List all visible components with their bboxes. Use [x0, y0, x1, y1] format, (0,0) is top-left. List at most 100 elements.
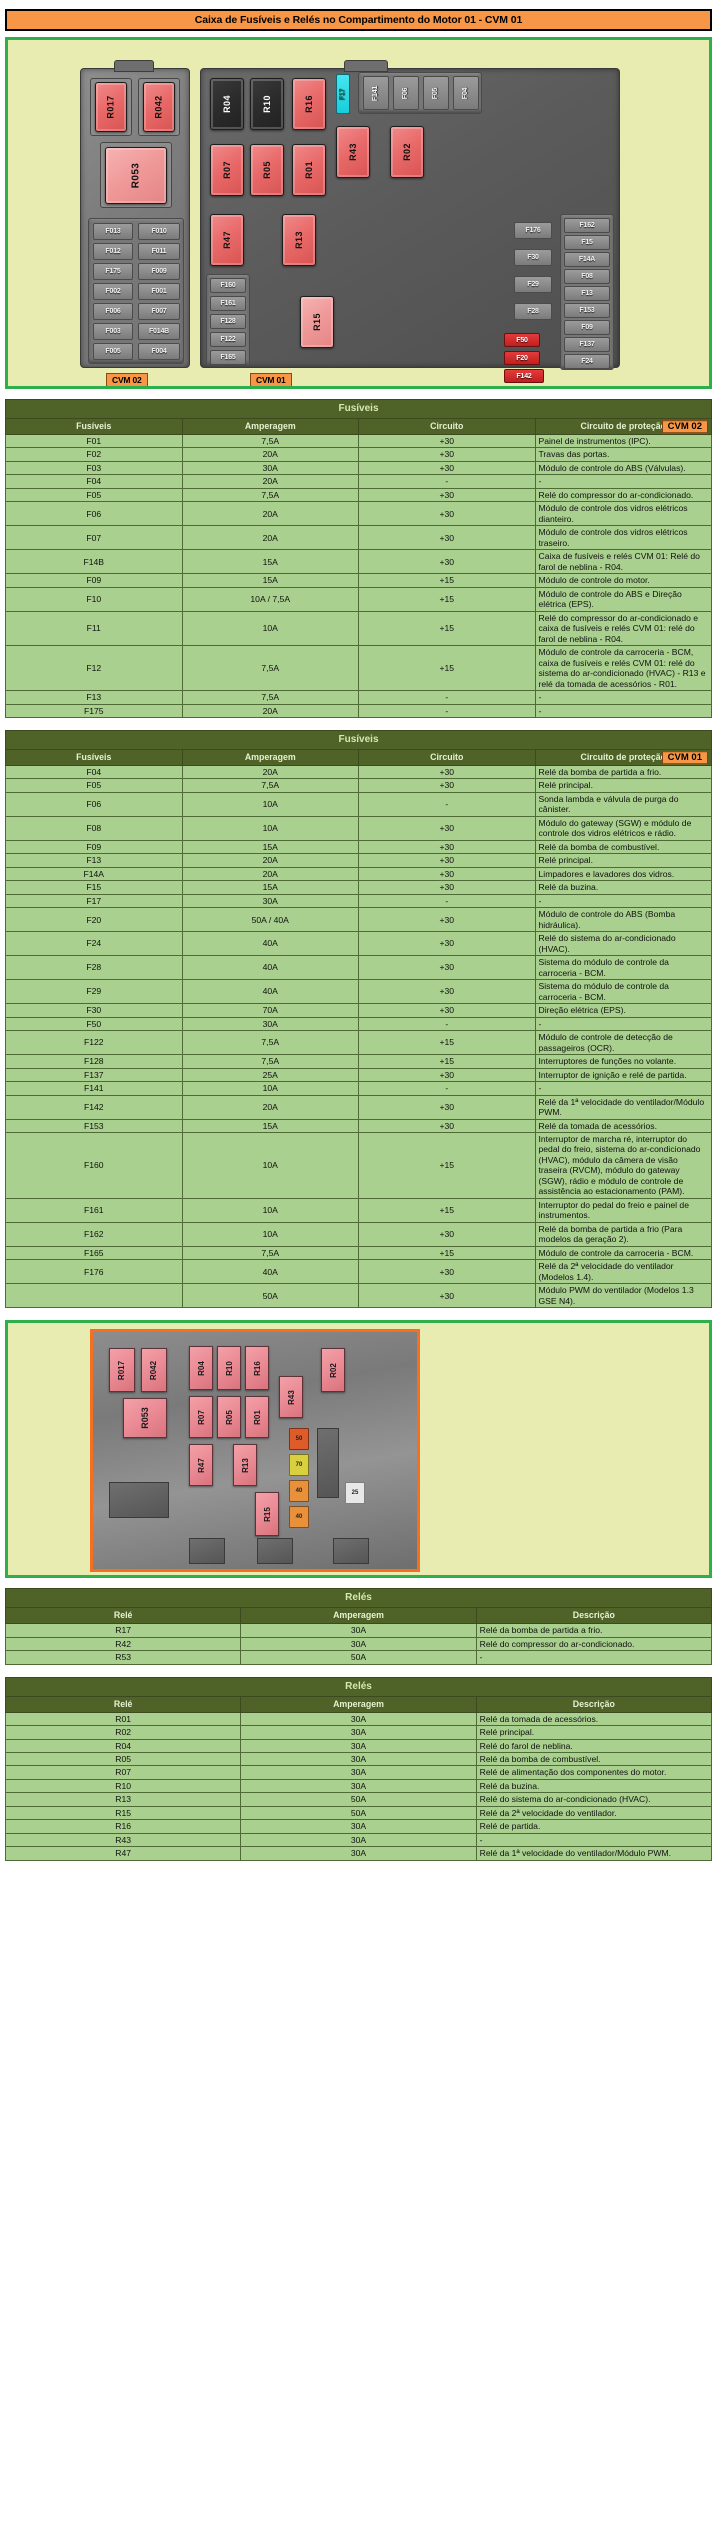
fuse-f20[interactable]: F20: [504, 351, 540, 365]
fuse-f005[interactable]: F005: [93, 343, 133, 360]
photo-relay-r02[interactable]: R02: [321, 1348, 345, 1393]
fuse-f001[interactable]: F001: [138, 283, 180, 300]
relay-r042[interactable]: R042: [143, 82, 175, 132]
fuse-f010[interactable]: F010: [138, 223, 180, 240]
circuit-cell: +30: [358, 979, 536, 1005]
fuse-f014b[interactable]: F014B: [138, 323, 180, 340]
photo-relay-r13[interactable]: R13: [233, 1444, 257, 1487]
fuse-f006[interactable]: F006: [93, 303, 133, 320]
fuse-f012[interactable]: F012: [93, 243, 133, 260]
fuse-f011[interactable]: F011: [138, 243, 180, 260]
description-cell: Sonda lambda e válvula de purga do cânis…: [534, 791, 712, 817]
photo-fuse-70[interactable]: 70: [289, 1454, 309, 1477]
fuse-f142[interactable]: F142: [504, 369, 544, 383]
fuse-f13-right[interactable]: F13: [564, 286, 610, 301]
fuse-f06-top[interactable]: F06: [393, 76, 419, 110]
relay-r02[interactable]: R02: [390, 126, 424, 178]
fuse-f128[interactable]: F128: [210, 314, 246, 329]
fuse-f08[interactable]: F08: [564, 269, 610, 284]
fuse-f003[interactable]: F003: [93, 323, 133, 340]
fuse-f15[interactable]: F15: [564, 235, 610, 250]
fuse-f013[interactable]: F013: [93, 223, 133, 240]
description-cell: Interruptores de funções no volante.: [534, 1054, 712, 1069]
amperage-cell: 20A: [181, 866, 359, 882]
fuse-f002[interactable]: F002: [93, 283, 133, 300]
table-row: F162 10A +30 Relé da bomba de partida a fri…: [5, 1221, 712, 1247]
fuse-f009[interactable]: F009: [138, 263, 180, 280]
fuse-f004[interactable]: F004: [138, 343, 180, 360]
fuse-f175[interactable]: F175: [93, 263, 133, 280]
fuse-f29[interactable]: F29: [514, 276, 552, 293]
table-row: F160 10A +15 Interruptor de marcha ré, inte…: [5, 1132, 712, 1199]
relay-r15[interactable]: R15: [300, 296, 334, 348]
table-row: F24 40A +30 Relé do sistema do ar-condicion…: [5, 931, 712, 957]
fuse-f24[interactable]: F24: [564, 354, 610, 369]
fuse-f09-right[interactable]: F09: [564, 320, 610, 335]
relay-r16[interactable]: R16: [292, 78, 326, 130]
fuse-f165[interactable]: F165: [210, 350, 246, 365]
description-cell: Módulo PWM do ventilador (Modelos 1.3 GS…: [534, 1283, 712, 1309]
photo-relay-r053[interactable]: R053: [123, 1398, 167, 1439]
photo-relay-r10[interactable]: R10: [217, 1346, 241, 1391]
relay-r47[interactable]: R47: [210, 214, 244, 266]
fuse-f17[interactable]: F17: [336, 74, 350, 114]
fuse-f160[interactable]: F160: [210, 278, 246, 293]
fuse-f05-top[interactable]: F05: [423, 76, 449, 110]
photo-fuse-25[interactable]: 25: [345, 1482, 365, 1505]
amperage-cell: 7,5A: [181, 778, 359, 793]
photo-relay-r017[interactable]: R017: [109, 1348, 135, 1393]
relay-r01[interactable]: R01: [292, 144, 326, 196]
circuit-cell: +15: [358, 1245, 536, 1261]
fuse-f14a[interactable]: F14A: [564, 252, 610, 267]
table-row: F14A 20A +30 Limpadores e lavadores dos vid…: [5, 866, 712, 882]
fuse-f153[interactable]: F153: [564, 303, 610, 318]
table-row: F141 10A - -: [5, 1081, 712, 1096]
relays-table-cvm02: Relés Relé Amperagem Descrição R17 30A Rel…: [4, 1588, 713, 1665]
fuse-f137[interactable]: F137: [564, 337, 610, 352]
fuse-f50[interactable]: F50: [504, 333, 540, 347]
photo-relay-r15[interactable]: R15: [255, 1492, 279, 1537]
table-row: F02 20A +30 Travas das portas.: [5, 447, 712, 462]
relay-r10[interactable]: R10: [250, 78, 284, 130]
fuse-cell: F01: [5, 433, 183, 449]
photo-relay-r07[interactable]: R07: [189, 1396, 213, 1439]
relay-r13[interactable]: R13: [282, 214, 316, 266]
relay-r07[interactable]: R07: [210, 144, 244, 196]
fuses-table-cvm01: Fusíveis Fusíveis Amperagem Circuito Cir…: [5, 730, 712, 1309]
fuse-f162[interactable]: F162: [564, 218, 610, 233]
relay-r04[interactable]: R04: [210, 78, 244, 130]
photo-fuse-40b[interactable]: 40: [289, 1506, 309, 1529]
fuse-f176[interactable]: F176: [514, 222, 552, 239]
photo-relay-r43[interactable]: R43: [279, 1376, 303, 1419]
photo-relay-r042[interactable]: R042: [141, 1348, 167, 1393]
fuse-f122[interactable]: F122: [210, 332, 246, 347]
relay-r05[interactable]: R05: [250, 144, 284, 196]
fuse-f04-top[interactable]: F04: [453, 76, 479, 110]
col-rele-descricao: Descrição: [475, 1607, 713, 1625]
fuse-f05-label: F05: [432, 87, 440, 99]
photo-fuse-40a[interactable]: 40: [289, 1480, 309, 1503]
photo-relay-r01[interactable]: R01: [245, 1396, 269, 1439]
fuse-f30[interactable]: F30: [514, 249, 552, 266]
fuse-f13-label: F13: [581, 290, 593, 297]
description-cell: -: [534, 474, 712, 489]
circuit-cell: -: [358, 791, 536, 817]
photo-relay-r05[interactable]: R05: [217, 1396, 241, 1439]
fuse-f161[interactable]: F161: [210, 296, 246, 311]
relay-r042-label: R042: [154, 95, 164, 119]
fuse-f141[interactable]: F141: [363, 76, 389, 110]
photo-relay-r04[interactable]: R04: [189, 1346, 213, 1391]
relay-r053[interactable]: R053: [105, 147, 167, 204]
table-row: F13 20A +30 Relé principal.: [5, 853, 712, 868]
photo-relay-r053-label: R053: [139, 1407, 150, 1430]
fuse-f28[interactable]: F28: [514, 303, 552, 320]
description-cell: Módulo de controle do ABS (Bomba hidrául…: [534, 907, 712, 933]
fuse-f002-label: F002: [105, 288, 121, 295]
fuse-f007[interactable]: F007: [138, 303, 180, 320]
amperage-cell: 10A: [181, 815, 359, 841]
relay-r43[interactable]: R43: [336, 126, 370, 178]
photo-fuse-50[interactable]: 50: [289, 1428, 309, 1451]
photo-relay-r47[interactable]: R47: [189, 1444, 213, 1487]
photo-relay-r16[interactable]: R16: [245, 1346, 269, 1391]
relay-r017[interactable]: R017: [95, 82, 127, 132]
